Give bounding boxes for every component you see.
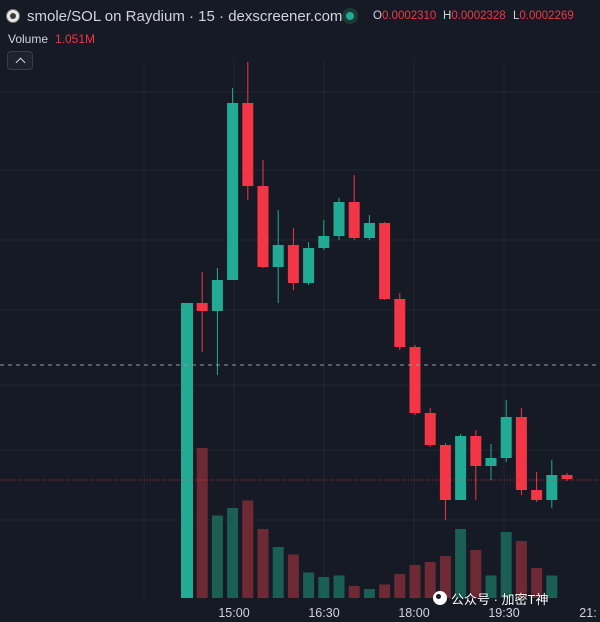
candle-body[interactable] [211,280,223,311]
volume-bar [470,550,482,598]
candle-body[interactable] [287,245,299,283]
volume-bar [257,529,269,598]
candle-body[interactable] [500,417,512,458]
candle-body[interactable] [318,236,330,248]
market-status-icon[interactable] [342,8,358,24]
candle-body[interactable] [439,445,451,500]
candle-body[interactable] [363,223,375,238]
volume-bar [242,500,254,598]
volume-bar [531,568,543,598]
chart-title[interactable]: smole/SOL on Raydium · 15 · dexscreener.… [27,8,343,25]
volume-bar [515,541,527,598]
time-tick-label: 15:00 [218,606,250,620]
ohlc-high: H0.0002328 [443,10,506,22]
volume-bar [318,577,330,598]
volume-bar [303,572,315,598]
candle-body[interactable] [333,202,345,236]
candle-body[interactable] [379,223,391,299]
volume-bar [196,448,208,598]
volume-bar [333,575,345,598]
grid-lines [0,60,600,600]
ohlc-low: L0.0002269 [513,10,574,22]
ohlc-open: O0.0002310 [373,10,437,22]
chart-header: smole/SOL on Raydium · 15 · dexscreener.… [0,0,600,34]
time-tick-label: 19:30 [488,606,520,620]
volume-bar [485,575,497,598]
candlestick-series [181,62,573,598]
candle-body[interactable] [242,103,254,186]
volume-bar [227,508,239,598]
volume-bar [272,547,284,598]
candle-body[interactable] [227,103,239,280]
chevron-up-icon [15,57,26,68]
candle-body[interactable] [515,417,527,490]
volume-bar [211,515,223,598]
candle-body[interactable] [470,436,482,466]
wechat-icon [433,591,447,605]
candle-body[interactable] [409,347,421,413]
watermark: 公众号 · 加密T神 [433,588,549,608]
volume-bar [394,574,406,598]
candle-body[interactable] [455,436,467,500]
watermark-text: 公众号 · 加密T神 [451,591,549,607]
volume-bar [546,575,558,598]
candle-body[interactable] [196,303,208,311]
candle-body[interactable] [181,303,193,598]
volume-bar [500,532,512,598]
candle-body[interactable] [531,490,543,500]
collapse-legend-button[interactable] [7,51,33,70]
candle-body[interactable] [546,475,558,500]
volume-bar [409,565,421,598]
candle-body[interactable] [257,186,269,267]
volume-bar [439,556,451,598]
volume-bar [363,589,375,598]
candle-body[interactable] [272,245,284,267]
volume-bar [455,529,467,598]
candle-body[interactable] [485,458,497,466]
volume-bar [348,586,360,598]
candle-body[interactable] [348,202,360,238]
time-tick-label: 16:30 [308,606,340,620]
volume-bar [287,554,299,598]
volume-value: 1.051M [55,32,96,46]
volume-bars [181,448,558,598]
token-logo-icon [6,9,20,23]
volume-bar [379,584,391,598]
time-tick-label: 21: [579,606,597,620]
candle-body[interactable] [561,475,573,479]
candle-body[interactable] [303,248,315,283]
volume-label: Volume [8,32,49,46]
volume-bar [424,562,436,598]
candle-body[interactable] [394,299,406,347]
candle-body[interactable] [424,413,436,445]
time-tick-label: 18:00 [398,606,430,620]
